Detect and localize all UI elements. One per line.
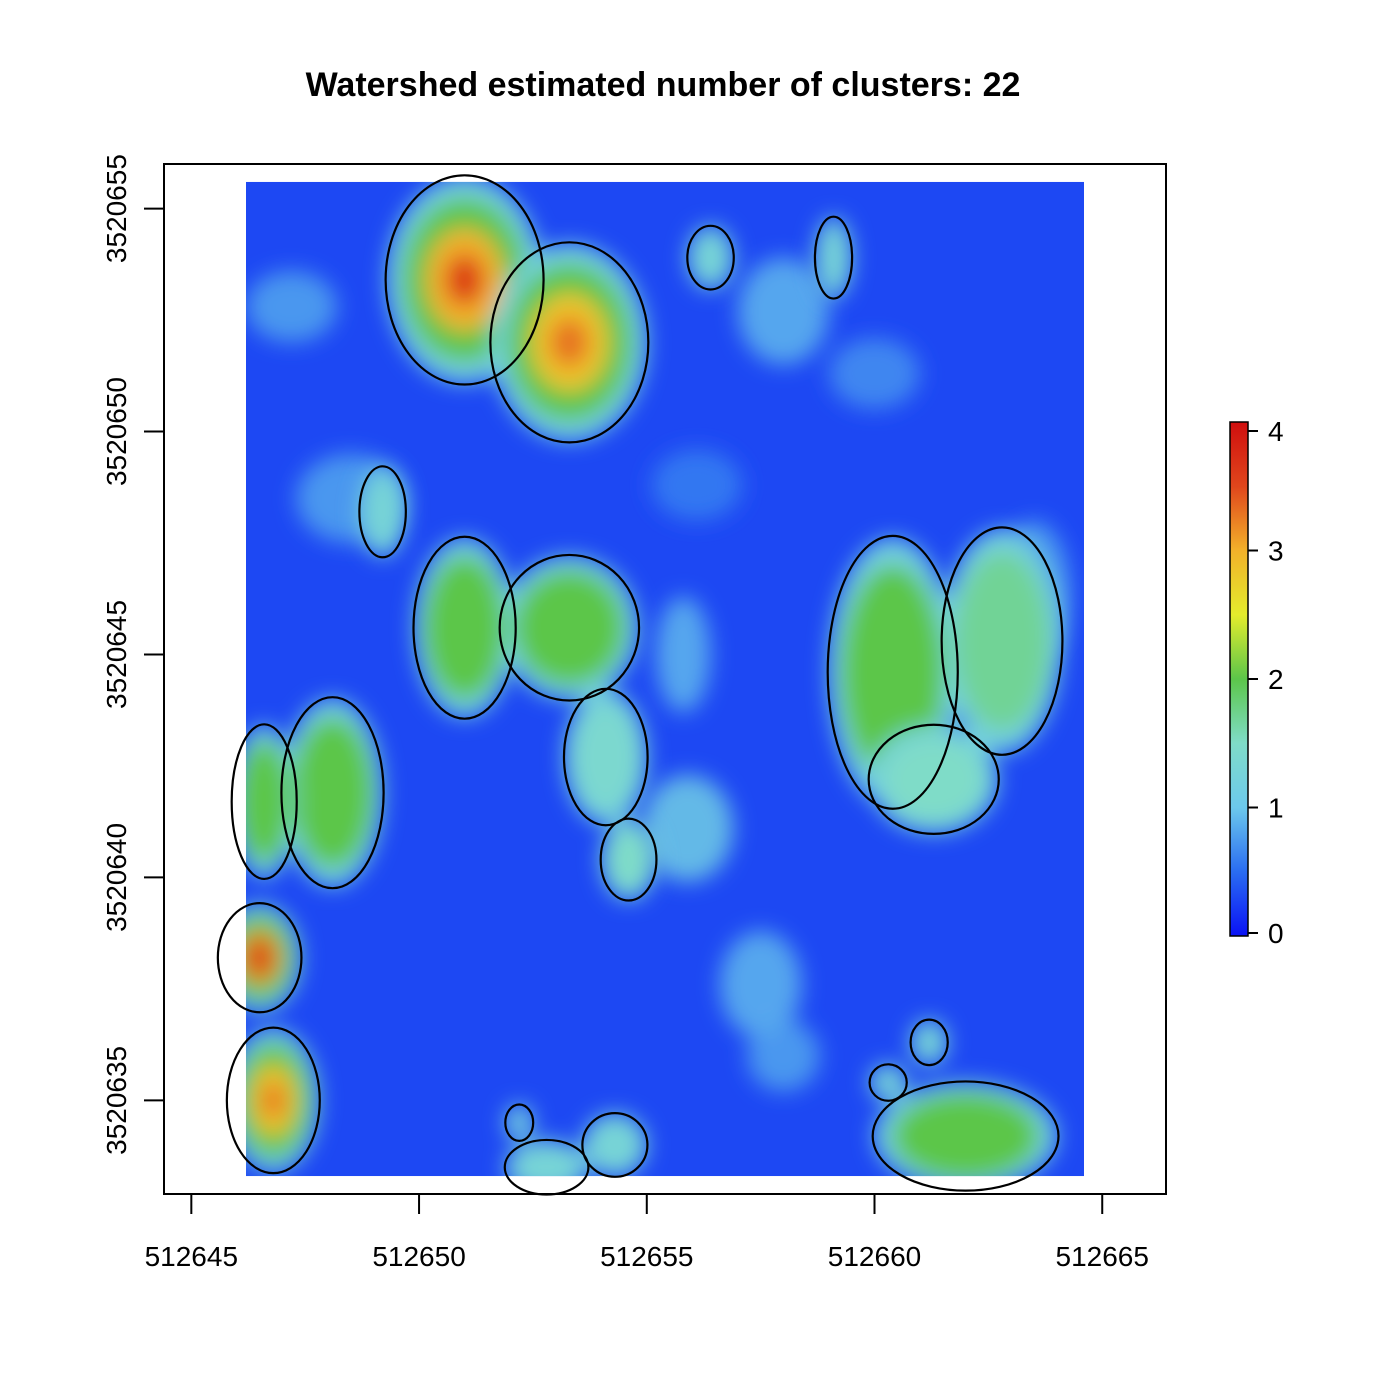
- cluster-10-outline: [826, 534, 959, 810]
- cluster-16-body: [818, 225, 849, 290]
- color-legend: 0 1 2 3 4: [1229, 416, 1284, 949]
- legend-colorbar: [1229, 421, 1249, 937]
- cluster-13-outline: [871, 1080, 1060, 1192]
- x-tick-label-3: 512660: [828, 1241, 921, 1272]
- cluster-19-body: [589, 1119, 641, 1170]
- cluster-3: [501, 556, 638, 700]
- cluster-17: [359, 467, 406, 557]
- cluster-9-peak: [261, 1082, 285, 1119]
- cluster-14-body: [606, 827, 651, 892]
- background-patch-10: [746, 1020, 820, 1092]
- legend-tick-label-1: 1: [1268, 793, 1284, 824]
- cluster-7-body: [245, 740, 290, 863]
- cluster-4-outline: [562, 687, 649, 827]
- cluster-6-body: [292, 717, 373, 868]
- cluster-12-outline: [867, 723, 1000, 836]
- background-patch-5: [655, 596, 711, 713]
- cluster-16: [815, 217, 852, 298]
- cluster-9: [245, 1029, 319, 1172]
- cluster-22-body: [508, 1108, 531, 1137]
- background-patch-1: [642, 774, 734, 882]
- cluster-11: [942, 529, 1062, 753]
- cluster-16-outline: [813, 215, 854, 300]
- cluster-7-outline: [230, 723, 298, 881]
- cluster-9-outline: [225, 1026, 321, 1175]
- cluster-3-body: [514, 570, 625, 685]
- cluster-1-outline: [384, 174, 545, 386]
- cluster-20: [910, 1020, 948, 1065]
- x-tick-label-2: 512655: [600, 1241, 693, 1272]
- cluster-fills: [245, 181, 1062, 1177]
- cluster-20-body: [914, 1024, 944, 1061]
- y-tick-label-2: 3520645: [101, 600, 132, 709]
- cluster-14: [601, 819, 656, 900]
- cluster-6: [282, 699, 383, 887]
- cluster-19-outline: [581, 1112, 649, 1178]
- cluster-21-body: [873, 1068, 903, 1097]
- cluster-17-outline: [358, 465, 407, 559]
- legend-tick-label-4: 4: [1268, 416, 1284, 447]
- background-patch-3: [737, 257, 829, 365]
- cluster-21: [869, 1064, 907, 1101]
- cluster-8: [245, 904, 301, 1012]
- cluster-5-body: [424, 556, 505, 700]
- cluster-6-outline: [280, 696, 385, 890]
- legend-tick-label-0: 0: [1268, 918, 1284, 949]
- x-tick-label-1: 512650: [372, 1241, 465, 1272]
- y-axis: 3520635 3520640 3520645 3520650 3520655: [101, 154, 165, 1155]
- legend-tick-label-2: 2: [1268, 664, 1284, 695]
- cluster-2-outline: [489, 241, 650, 444]
- cluster-3-outline: [498, 553, 641, 702]
- raster-layer: [245, 181, 1085, 1177]
- cluster-2: [491, 244, 647, 441]
- cluster-18: [505, 1140, 588, 1177]
- cluster-18-body: [513, 1145, 580, 1177]
- cluster-20-outline: [909, 1018, 949, 1067]
- cluster-8-outline: [216, 902, 303, 1014]
- y-tick-label-0: 3520635: [101, 1046, 132, 1155]
- cluster-11-body: [954, 551, 1050, 731]
- cluster-22: [505, 1104, 533, 1141]
- y-tick-label-1: 3520640: [101, 823, 132, 932]
- y-tick-label-4: 3520655: [101, 154, 132, 263]
- cluster-4: [564, 690, 647, 824]
- cluster-22-outline: [504, 1103, 535, 1142]
- cluster-5-outline: [412, 535, 517, 720]
- x-tick-label-4: 512665: [1056, 1241, 1149, 1272]
- x-axis: 512645 512650 512655 512660 512665: [145, 1193, 1149, 1272]
- cluster-15-outline: [686, 224, 735, 291]
- cluster-15: [687, 226, 734, 289]
- cluster-1-peak: [445, 254, 484, 306]
- cluster-21-outline: [868, 1063, 908, 1102]
- cluster-8-peak: [249, 944, 270, 972]
- x-tick-label-0: 512645: [145, 1241, 238, 1272]
- cluster-15-body: [692, 232, 729, 283]
- cluster-14-outline: [599, 817, 658, 902]
- background-patch-4: [245, 271, 338, 343]
- cluster-19: [583, 1113, 647, 1177]
- cluster-17-body: [364, 476, 401, 548]
- cluster-5: [414, 538, 515, 717]
- cluster-4-body: [572, 703, 639, 811]
- cluster-outlines: [216, 174, 1064, 1196]
- cluster-11-outline: [940, 526, 1064, 756]
- y-tick-label-3: 3520650: [101, 377, 132, 486]
- chart-title: Watershed estimated number of clusters: …: [306, 66, 1021, 104]
- background-patch-8: [828, 337, 921, 410]
- background-patch-2: [719, 930, 802, 1038]
- cluster-2-peak: [549, 317, 589, 367]
- cluster-13-body: [892, 1093, 1039, 1177]
- cluster-13: [874, 1082, 1057, 1177]
- background-patch-9: [651, 449, 743, 521]
- legend-tick-label-3: 3: [1268, 536, 1284, 567]
